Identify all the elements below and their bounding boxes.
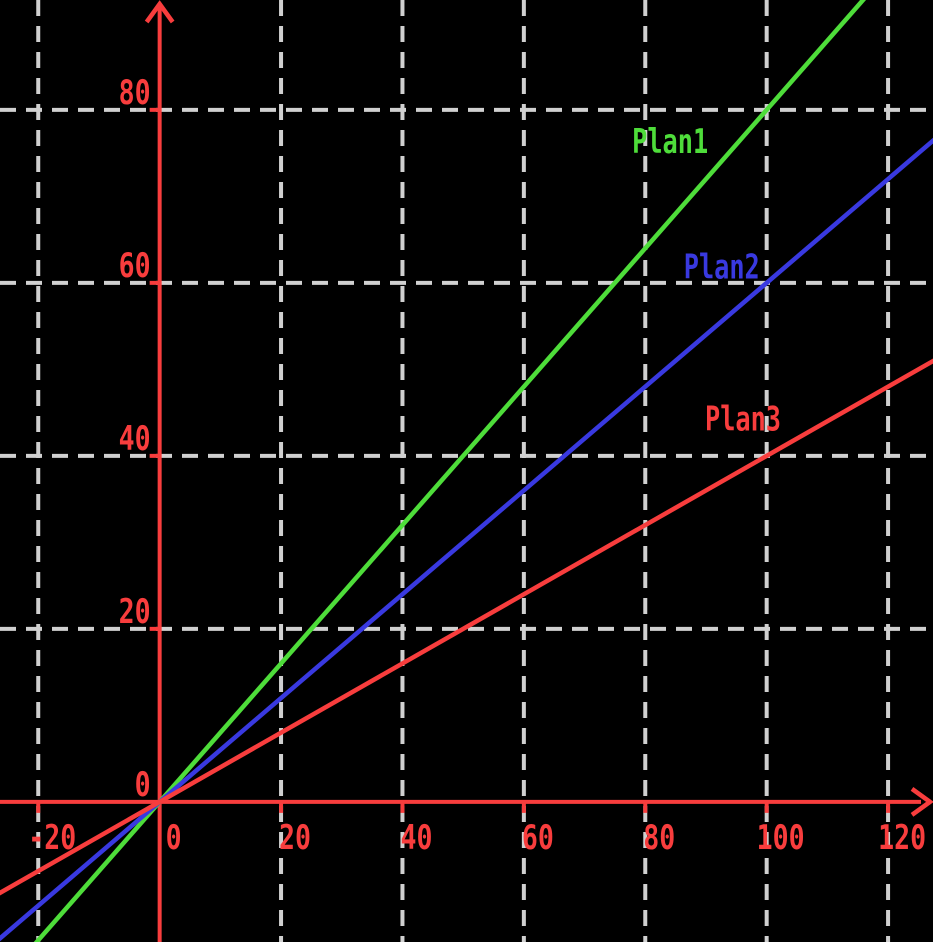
series-labels: Plan1 Plan2 Plan3 bbox=[632, 122, 781, 440]
x-tick-label-100: 100 bbox=[757, 818, 805, 858]
x-tick-label-40: 40 bbox=[400, 818, 432, 858]
y-tick-label-80: 80 bbox=[119, 73, 151, 113]
y-tick-label-60: 60 bbox=[119, 246, 151, 286]
x-tick-label-60: 60 bbox=[522, 818, 554, 858]
y-tick-label-0: 0 bbox=[135, 765, 151, 805]
y-tick-label-20: 20 bbox=[119, 592, 151, 632]
x-tick-label-80: 80 bbox=[643, 818, 675, 858]
y-axis-arrow-icon bbox=[144, 0, 175, 24]
series-label-plan1: Plan1 bbox=[632, 122, 708, 162]
x-axis-arrow-icon bbox=[910, 787, 933, 817]
x-tick-label-0: 0 bbox=[166, 818, 182, 858]
series-label-plan3: Plan3 bbox=[705, 400, 781, 440]
tick-labels: -20 0 20 40 60 80 100 120 0 20 40 60 80 bbox=[28, 73, 926, 858]
x-tick-label-120: 120 bbox=[878, 818, 926, 858]
y-tick-label-40: 40 bbox=[119, 419, 151, 459]
x-tick-label-20: 20 bbox=[279, 818, 311, 858]
series-label-plan2: Plan2 bbox=[684, 247, 760, 287]
axis-ticks bbox=[36, 107, 891, 813]
x-tick-label--20: -20 bbox=[28, 818, 76, 858]
series-line-plan3 bbox=[0, 358, 933, 896]
series-line-plan2 bbox=[0, 137, 933, 942]
